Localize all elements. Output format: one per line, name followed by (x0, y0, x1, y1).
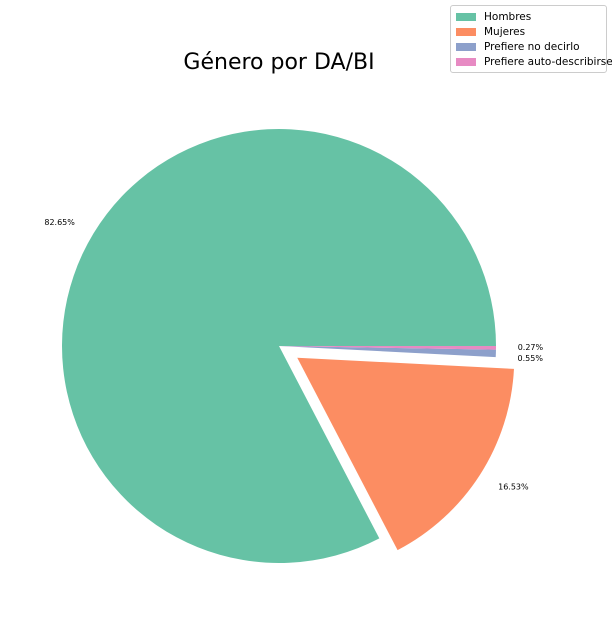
legend-swatch (456, 27, 476, 36)
legend-swatch (456, 42, 476, 51)
pie-slice-mujeres (297, 357, 514, 551)
pie-slice-prefiere-no-decirlo (279, 346, 496, 358)
pie-label-prefiere-no-decirlo: 0.55% (518, 354, 544, 363)
legend: Hombres Mujeres Prefiere no decirlo Pref… (450, 5, 612, 73)
pie-label-prefiere-auto-describirse: 0.27% (518, 343, 544, 352)
legend-item-hombres: Hombres (456, 9, 601, 24)
pie-label-hombres: 82.65% (44, 218, 75, 227)
pie-slices (62, 129, 514, 564)
legend-swatch (456, 57, 476, 66)
legend-item-prefiere-no-decirlo: Prefiere no decirlo (456, 39, 601, 54)
legend-label: Hombres (484, 10, 532, 23)
legend-item-mujeres: Mujeres (456, 24, 601, 39)
chart-title: Género por DA/BI (183, 50, 374, 75)
legend-item-prefiere-auto-describirse: Prefiere auto-describirse (456, 54, 612, 69)
pie-slice-prefiere-auto-describirse (279, 346, 496, 350)
pie-label-mujeres: 16.53% (498, 483, 529, 492)
legend-label: Mujeres (484, 25, 526, 38)
legend-swatch (456, 12, 476, 21)
legend-label: Prefiere auto-describirse (484, 55, 612, 68)
legend-label: Prefiere no decirlo (484, 40, 580, 53)
pie-percent-labels: 82.65% 16.53% 0.55% 0.27% (44, 218, 543, 491)
